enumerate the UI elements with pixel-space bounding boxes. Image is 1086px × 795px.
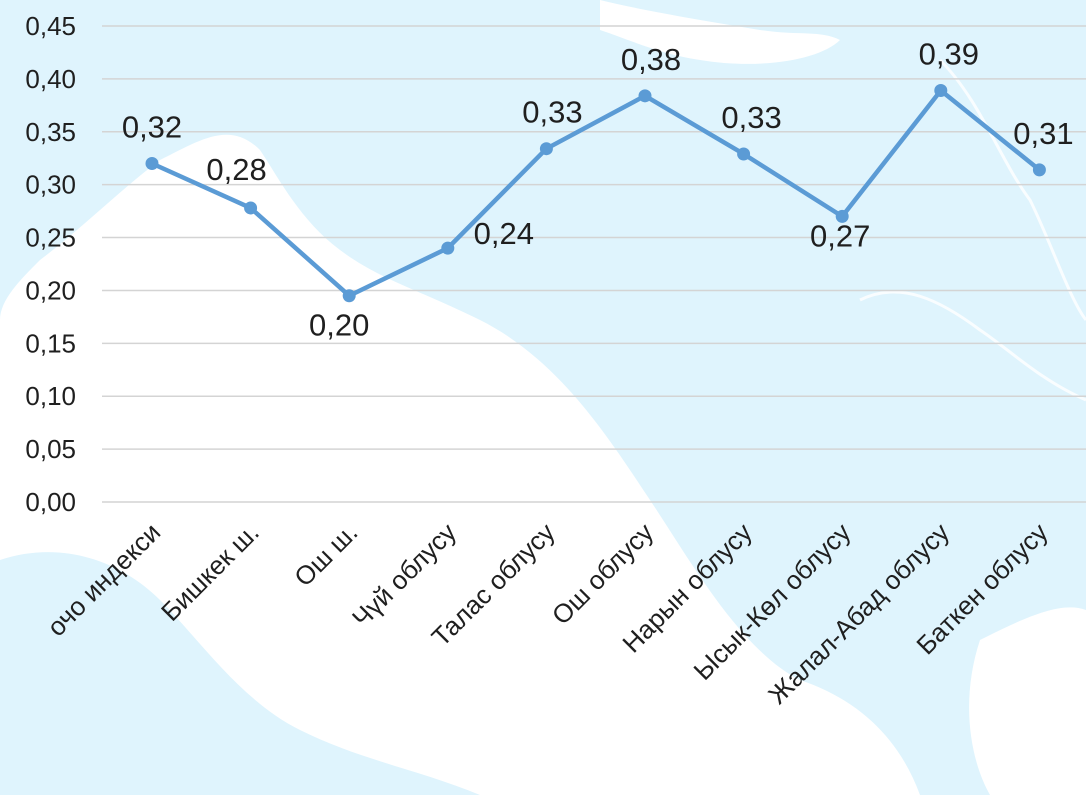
y-axis-tick-labels: 0,00 0,05 0,10 0,15 0,20 0,25 0,30 0,35 0,40 0,45 bbox=[25, 11, 76, 517]
sea-area-lower-left bbox=[0, 552, 480, 795]
data-point bbox=[1032, 163, 1046, 177]
data-point bbox=[145, 157, 159, 171]
y-tick-label: 0,05 bbox=[25, 434, 76, 464]
coast-line bbox=[938, 58, 1086, 321]
data-point bbox=[539, 142, 553, 156]
data-point bbox=[934, 84, 948, 98]
y-tick-label: 0,35 bbox=[25, 117, 76, 147]
data-label: 0,38 bbox=[621, 42, 681, 77]
y-tick-label: 0,15 bbox=[25, 328, 76, 358]
land-island-right bbox=[969, 607, 1086, 795]
data-point bbox=[638, 89, 652, 103]
data-point bbox=[244, 201, 258, 215]
data-label: 0,28 bbox=[206, 152, 266, 187]
data-point bbox=[342, 289, 356, 303]
land-island bbox=[600, 0, 840, 64]
data-label: 0,39 bbox=[919, 37, 979, 72]
data-point bbox=[441, 241, 455, 255]
coast-line-2 bbox=[859, 290, 1086, 402]
data-label: 0,32 bbox=[122, 110, 182, 145]
data-labels: 0,32 0,28 0,20 0,24 0,33 0,38 0,33 0,27 0,39 0,31 bbox=[122, 37, 1074, 343]
data-point bbox=[737, 147, 751, 161]
y-tick-label: 0,00 bbox=[25, 487, 76, 517]
y-tick-label: 0,45 bbox=[25, 11, 76, 41]
data-label: 0,27 bbox=[810, 218, 870, 253]
data-label: 0,20 bbox=[309, 308, 369, 343]
series-points bbox=[145, 84, 1046, 303]
y-tick-label: 0,10 bbox=[25, 381, 76, 411]
data-label: 0,33 bbox=[522, 95, 582, 130]
data-point bbox=[835, 209, 849, 223]
series-line-path bbox=[151, 88, 1041, 298]
data-label: 0,33 bbox=[721, 100, 781, 135]
y-tick-label: 0,25 bbox=[25, 223, 76, 253]
data-label: 0,24 bbox=[474, 216, 534, 251]
data-label: 0,31 bbox=[1013, 116, 1073, 151]
y-tick-label: 0,40 bbox=[25, 64, 76, 94]
series-line bbox=[151, 88, 1041, 298]
y-tick-label: 0,30 bbox=[25, 170, 76, 200]
grid-lines bbox=[102, 25, 1086, 503]
y-tick-label: 0,20 bbox=[25, 275, 76, 305]
